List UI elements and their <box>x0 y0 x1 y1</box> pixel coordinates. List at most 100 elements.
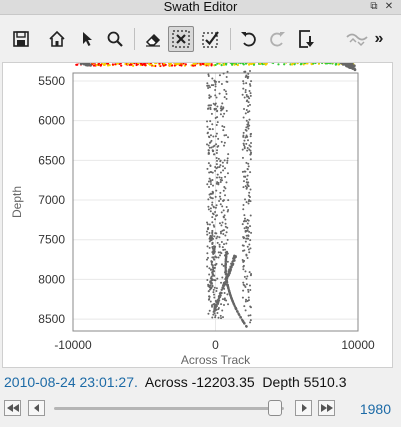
sounding-point <box>212 274 216 277</box>
sounding-point <box>169 62 173 66</box>
sounding-point <box>226 157 229 160</box>
next-ping-button[interactable] <box>295 400 312 416</box>
sounding-point <box>212 213 215 216</box>
sounding-point <box>249 225 252 228</box>
sounding-point <box>226 70 229 73</box>
sounding-point <box>215 152 218 155</box>
sounding-point <box>208 267 211 270</box>
sounding-point <box>225 80 228 83</box>
sounding-point <box>249 92 252 95</box>
sounding-point <box>215 290 218 293</box>
sounding-point <box>228 272 231 275</box>
sounding-point <box>239 62 242 65</box>
sounding-point <box>223 159 226 162</box>
sounding-point <box>206 233 209 236</box>
float-icon[interactable]: ⧉ <box>370 1 378 12</box>
ping-slider-handle[interactable] <box>267 400 282 416</box>
sounding-point <box>228 268 231 271</box>
sounding-point <box>206 82 209 85</box>
sounding-point <box>242 135 245 138</box>
sounding-point <box>208 146 211 149</box>
sounding-point <box>211 77 214 80</box>
first-ping-button[interactable] <box>4 400 21 416</box>
redo-icon[interactable] <box>264 26 290 52</box>
sounding-point <box>216 301 220 305</box>
sounding-point <box>247 288 250 291</box>
sounding-point <box>220 317 223 320</box>
sounding-point <box>214 85 217 88</box>
ping-settings-icon[interactable] <box>344 26 370 52</box>
sounding-point <box>277 63 280 66</box>
ping-slider[interactable] <box>54 407 284 410</box>
sounding-point <box>210 171 213 174</box>
sounding-point <box>247 127 250 130</box>
sounding-point <box>211 268 215 271</box>
close-icon[interactable]: ✕ <box>384 1 394 12</box>
pointer-icon[interactable] <box>74 26 100 52</box>
sounding-point <box>241 93 244 96</box>
sounding-point <box>236 63 239 67</box>
sounding-point <box>209 95 212 98</box>
ping-number: 1980 <box>359 401 391 417</box>
undo-icon[interactable] <box>236 26 262 52</box>
sounding-point <box>212 102 215 105</box>
sounding-point <box>247 162 250 165</box>
sounding-point <box>216 62 219 65</box>
sounding-point <box>224 281 227 285</box>
sounding-point <box>206 107 209 110</box>
prev-ping-button[interactable] <box>28 400 45 416</box>
export-icon[interactable] <box>294 26 320 52</box>
sounding-point <box>222 72 225 75</box>
sounding-point <box>211 150 214 153</box>
sounding-point <box>100 63 103 66</box>
sounding-point <box>219 178 222 181</box>
sounding-point <box>246 174 249 177</box>
sounding-point <box>348 65 352 68</box>
home-icon[interactable] <box>44 26 70 52</box>
sounding-point <box>242 87 245 90</box>
sounding-point <box>214 88 217 91</box>
plot-area[interactable]: 5500 6000 6500 7000 7500 8000 8500 -10000 0 10000… <box>2 53 393 368</box>
sounding-point <box>227 153 230 156</box>
select-points-icon[interactable] <box>168 26 194 52</box>
sounding-point <box>234 307 238 311</box>
swath-chart[interactable]: 5500 6000 6500 7000 7500 8000 8500 -10000 0 10000… <box>3 53 392 367</box>
sounding-point <box>245 325 248 328</box>
sounding-point <box>219 164 222 167</box>
sounding-point <box>211 233 214 236</box>
last-ping-button[interactable] <box>318 400 335 416</box>
sounding-point <box>222 63 226 67</box>
sounding-point <box>205 62 208 65</box>
sounding-point <box>226 172 229 175</box>
sounding-point <box>208 223 211 226</box>
sounding-point <box>221 221 224 224</box>
sounding-point <box>86 63 90 67</box>
sounding-point <box>225 109 228 112</box>
sounding-point <box>209 134 212 137</box>
sounding-point <box>248 97 251 100</box>
eraser-icon[interactable] <box>140 26 166 52</box>
sounding-point <box>247 296 250 299</box>
sounding-point <box>209 180 212 183</box>
sounding-point <box>206 252 209 255</box>
accept-points-icon[interactable] <box>198 26 224 52</box>
sounding-point <box>247 248 250 251</box>
sounding-point <box>222 229 225 232</box>
sounding-point <box>227 199 230 202</box>
sounding-point <box>214 94 217 97</box>
sounding-point <box>243 170 246 173</box>
sounding-point <box>244 286 247 289</box>
sounding-point <box>205 230 208 233</box>
sounding-point <box>207 144 210 147</box>
sounding-point <box>214 135 217 138</box>
sounding-point <box>290 63 293 66</box>
sounding-point <box>207 149 210 152</box>
sounding-point <box>230 296 233 299</box>
sounding-point <box>211 123 214 126</box>
sounding-point <box>242 204 245 207</box>
save-icon[interactable] <box>8 26 34 52</box>
toolbar-overflow-icon[interactable]: » <box>374 30 384 47</box>
sounding-point <box>249 158 252 161</box>
zoom-icon[interactable] <box>102 26 128 52</box>
sounding-point <box>216 149 219 152</box>
